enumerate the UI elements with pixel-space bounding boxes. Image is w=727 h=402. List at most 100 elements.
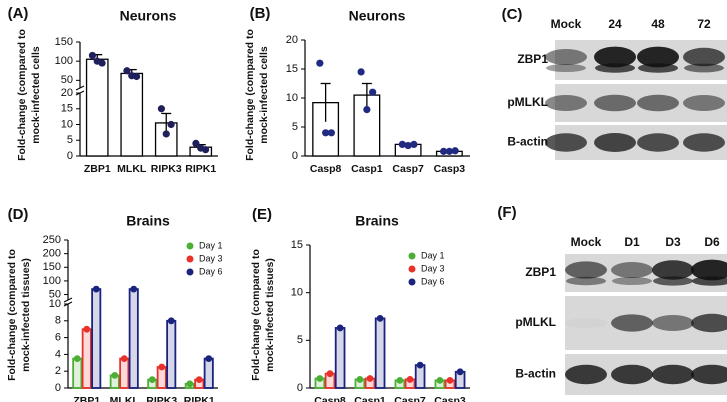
x-tick-label: ZBP1 bbox=[73, 395, 100, 402]
bar bbox=[166, 319, 177, 389]
panel-label: (B) bbox=[250, 5, 271, 22]
x-tick-label: ZBP1 bbox=[84, 163, 111, 175]
bar bbox=[72, 357, 83, 389]
y-tick-label: 100 bbox=[43, 275, 61, 287]
y-tick-label: 10 bbox=[291, 287, 303, 299]
bar bbox=[334, 327, 346, 389]
bar bbox=[374, 317, 386, 389]
blot-band bbox=[611, 314, 653, 332]
y-axis-label: Fold-change (compared to bbox=[6, 249, 18, 381]
blot-band bbox=[611, 364, 653, 385]
x-tick-label: Casp3 bbox=[434, 395, 466, 402]
bar bbox=[120, 72, 144, 157]
bar bbox=[119, 357, 130, 389]
panel-label: (D) bbox=[8, 206, 29, 223]
data-point bbox=[195, 376, 203, 383]
blot-band bbox=[691, 259, 727, 281]
data-point bbox=[410, 140, 418, 148]
y-axis-label: mock-infected cells bbox=[258, 46, 270, 144]
data-point bbox=[157, 105, 166, 113]
chart-title: Brains bbox=[355, 213, 399, 229]
y-tick-label: 4 bbox=[55, 348, 61, 360]
blot-band bbox=[612, 277, 652, 285]
data-point bbox=[88, 51, 97, 60]
blot-band bbox=[566, 276, 606, 286]
data-point bbox=[120, 355, 128, 362]
data-point bbox=[451, 147, 459, 155]
data-point bbox=[167, 317, 175, 325]
lane-label: D1 bbox=[624, 235, 640, 249]
blot-band bbox=[637, 94, 679, 112]
lane-label: D3 bbox=[665, 235, 681, 249]
data-point bbox=[445, 147, 453, 155]
panel-label: (F) bbox=[497, 204, 516, 221]
legend-label: Day 6 bbox=[199, 266, 223, 276]
blot-band bbox=[594, 94, 636, 112]
data-point bbox=[73, 355, 81, 362]
lane-label: Mock bbox=[551, 17, 582, 31]
lane-label: Mock bbox=[571, 235, 602, 249]
blot-band bbox=[565, 261, 607, 279]
y-tick-label: 0 bbox=[67, 150, 73, 162]
data-point bbox=[192, 139, 200, 147]
data-point bbox=[128, 72, 136, 80]
legend-marker bbox=[186, 242, 194, 250]
y-tick-label: 100 bbox=[55, 55, 73, 67]
data-point bbox=[322, 129, 330, 137]
y-tick-label: 0 bbox=[292, 150, 298, 162]
lane-label: 72 bbox=[697, 17, 711, 31]
data-point bbox=[363, 106, 371, 114]
chart-title: Brains bbox=[126, 213, 170, 229]
blot-band bbox=[545, 133, 587, 152]
data-point bbox=[436, 376, 444, 384]
data-point bbox=[92, 285, 100, 293]
x-tick-label: Casp7 bbox=[392, 163, 424, 175]
blot-band bbox=[652, 260, 694, 280]
blot-band bbox=[653, 276, 693, 286]
legend-marker bbox=[408, 265, 416, 273]
y-tick-label: 5 bbox=[67, 134, 73, 146]
row-label: ZBP1 bbox=[525, 265, 556, 279]
data-point bbox=[316, 59, 324, 67]
data-point bbox=[162, 130, 170, 138]
blot-band bbox=[691, 364, 727, 385]
bar bbox=[203, 357, 214, 389]
blot-band bbox=[652, 364, 694, 385]
blot-band bbox=[691, 313, 727, 333]
blot-band bbox=[565, 318, 607, 328]
row-label: pMLKL bbox=[515, 315, 556, 329]
y-tick-label: 200 bbox=[43, 248, 61, 260]
data-point bbox=[197, 144, 205, 152]
data-point bbox=[416, 361, 424, 369]
y-tick-label: 6 bbox=[55, 332, 61, 344]
blot-band bbox=[683, 95, 725, 111]
data-point bbox=[93, 57, 101, 65]
data-point bbox=[148, 376, 156, 383]
blot-band bbox=[545, 49, 587, 65]
blot-band bbox=[684, 63, 724, 73]
axis-break bbox=[75, 85, 85, 91]
chart-title: Neurons bbox=[349, 8, 406, 24]
data-point bbox=[123, 67, 131, 75]
y-tick-label: 50 bbox=[49, 288, 61, 300]
bar bbox=[85, 58, 109, 157]
x-tick-label: Casp8 bbox=[314, 395, 346, 402]
bar bbox=[128, 288, 139, 389]
legend-label: Day 3 bbox=[199, 253, 223, 263]
data-point bbox=[406, 376, 414, 383]
y-axis-label: Fold-change (compared to bbox=[16, 29, 28, 161]
y-tick-label: 0 bbox=[55, 382, 61, 394]
y-tick-label: 250 bbox=[43, 234, 61, 246]
axis-break bbox=[63, 297, 73, 303]
panel-label: (E) bbox=[252, 206, 272, 223]
blot-band bbox=[638, 63, 678, 73]
blot-band bbox=[692, 276, 727, 286]
data-point bbox=[366, 375, 374, 382]
blot-band bbox=[683, 133, 725, 152]
blot-band bbox=[595, 63, 635, 73]
data-point bbox=[327, 129, 335, 137]
row-label: ZBP1 bbox=[517, 52, 548, 66]
data-point bbox=[369, 88, 377, 96]
bar bbox=[414, 364, 426, 389]
data-point bbox=[316, 375, 324, 382]
